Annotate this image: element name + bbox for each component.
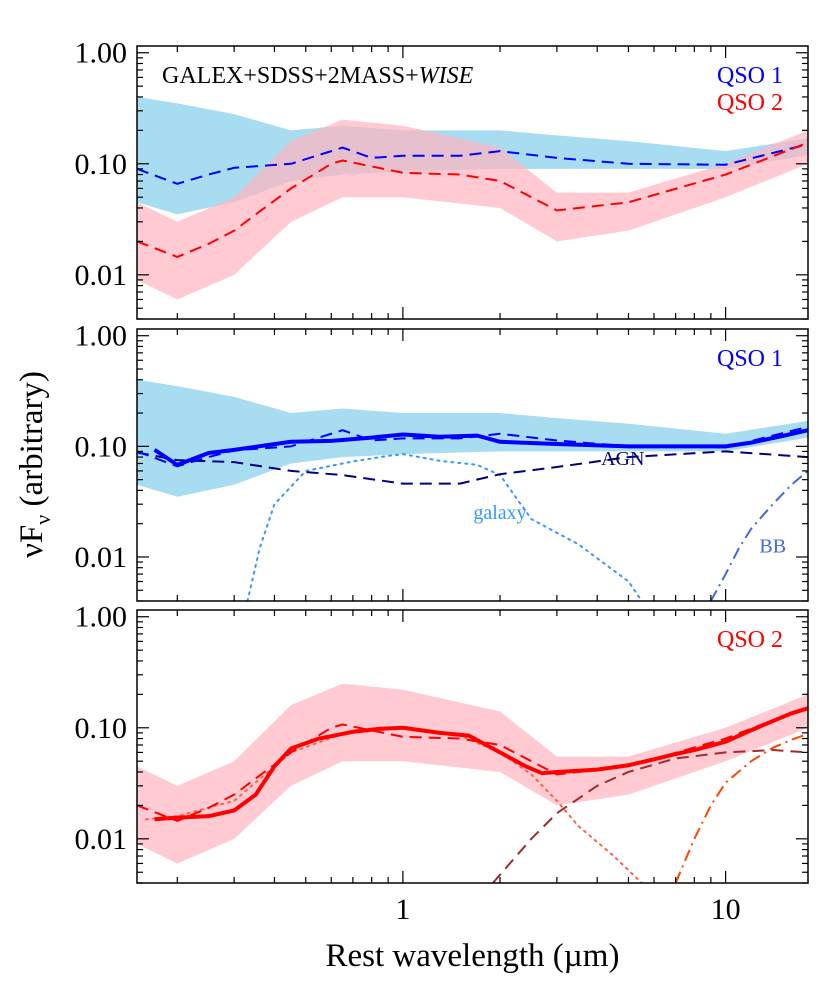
panel-top: 0.01 0.10 1.00 GALEX+SDSS+2MASS+WISE QSO 1QS… [75,37,809,320]
legend-qso-1: QSO 1 [717,63,783,89]
agn-template-line [137,450,808,485]
x-axis-label: Rest wavelength (µm) [326,938,620,974]
qso-2-median-line [137,705,808,822]
component-label-agn: AGN [601,448,644,470]
y-tick-label: 1.00 [75,320,128,353]
x-tick-label: 10 [711,893,741,926]
qso-2-model-line [154,706,808,822]
legend-qso-2: QSO 2 [717,627,783,653]
y-axis-label-suffix: (arbitrary) [14,371,50,515]
component-label-galaxy: galaxy [473,502,526,524]
legend-qso-1: QSO 1 [717,346,783,372]
panel-title-italic: WISE [419,63,474,89]
y-tick-label: 1.00 [75,601,128,634]
panel-title-main: GALEX+SDSS+2MASS+ [162,63,419,89]
y-tick-label: 0.10 [75,712,128,745]
galaxy-template-line [246,453,643,601]
qso-2-range-band [137,119,808,300]
y-tick-label: 0.10 [75,148,128,181]
panel-bottom: 0.01 0.10 1.00 QSO 2 [75,601,809,884]
qso-1-range-band [137,379,808,497]
panel-middle: 0.01 0.10 1.00 QSO 1 AGN galaxy BB [75,320,809,602]
blackbody-line [709,470,808,601]
plot-area-middle [137,379,808,601]
y-tick-label: 0.01 [75,259,128,292]
qso-1-model-line [153,428,808,467]
component-label-bb: BB [759,535,786,557]
legend-qso-2: QSO 2 [717,90,783,116]
panel-frame [136,45,809,320]
qso-2-median-line [137,141,808,258]
blackbody-line [674,732,808,883]
qso-2-range-band [137,683,808,864]
y-tick-label: 0.01 [75,823,128,856]
y-tick-label: 0.01 [75,541,128,574]
y-axis-label-subscript: ν [30,515,55,525]
panel-frame [136,609,809,884]
panel-title: GALEX+SDSS+2MASS+WISE [162,63,474,89]
plot-area-bottom [137,683,808,883]
plot-area-top [137,96,808,300]
y-tick-label: 1.00 [75,37,128,70]
y-axis-label: νFν (arbitrary) [14,371,55,558]
x-tick-label: 1 [395,893,410,926]
panel-frame [136,328,809,602]
y-tick-label: 0.10 [75,430,128,463]
qso-1-median-line [137,143,808,185]
y-axis-label-main: νF [14,525,50,558]
agn-template-line [492,749,808,883]
